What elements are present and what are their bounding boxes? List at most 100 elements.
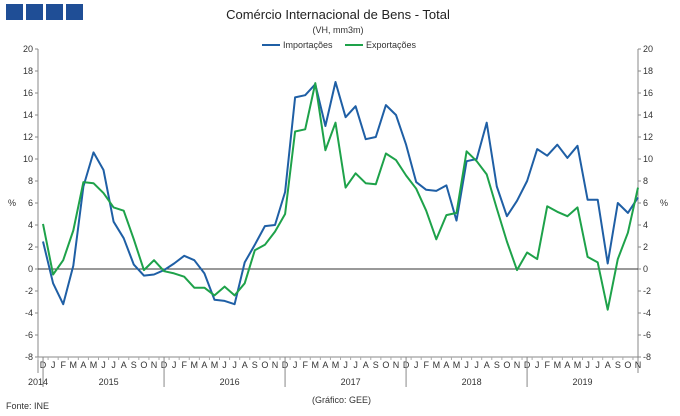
x-tick-label: J	[343, 360, 348, 370]
x-tick-label: J	[595, 360, 600, 370]
y-tick-label-right: 18	[643, 66, 653, 76]
x-tick-label: A	[121, 360, 127, 370]
x-tick-label: S	[494, 360, 500, 370]
x-tick-label: A	[564, 360, 570, 370]
year-label: 2015	[99, 377, 119, 387]
y-tick-label-right: -4	[643, 308, 651, 318]
x-tick-label: J	[111, 360, 116, 370]
y-tick-label-left: -6	[25, 330, 33, 340]
y-tick-label-left: 20	[23, 44, 33, 54]
axes: -8 -8 -6 -6 -4 -4 -2 -2 0 0 2 2 4 4 6 6 8 8 10 10 12 12 14 14 16…	[8, 44, 668, 387]
y-tick-label-left: 4	[28, 220, 33, 230]
source-note: Fonte: INE	[6, 401, 50, 411]
logo-square	[6, 4, 23, 20]
y-tick-label-right: 20	[643, 44, 653, 54]
x-tick-label: A	[443, 360, 449, 370]
x-tick-label: M	[453, 360, 461, 370]
year-label: 2017	[341, 377, 361, 387]
x-tick-label: O	[382, 360, 389, 370]
y-tick-label-left: 18	[23, 66, 33, 76]
x-tick-label: A	[484, 360, 490, 370]
y-tick-label-right: 8	[643, 176, 648, 186]
x-tick-label: M	[90, 360, 98, 370]
x-tick-label: F	[423, 360, 429, 370]
x-tick-label: M	[554, 360, 562, 370]
x-tick-label: M	[574, 360, 582, 370]
x-tick-label: N	[393, 360, 400, 370]
logo-square	[46, 4, 63, 20]
logo-square	[66, 4, 83, 20]
y-tick-label-left: -4	[25, 308, 33, 318]
x-tick-label: J	[414, 360, 419, 370]
year-label: 2014	[28, 377, 48, 387]
x-tick-label: J	[51, 360, 56, 370]
y-tick-label-right: 6	[643, 198, 648, 208]
x-tick-label: J	[222, 360, 227, 370]
y-tick-label-left: 12	[23, 132, 33, 142]
x-tick-label: F	[544, 360, 550, 370]
x-tick-label: M	[312, 360, 320, 370]
credit-note: (Gráfico: GEE)	[312, 395, 372, 405]
x-tick-label: J	[353, 360, 358, 370]
x-tick-label: S	[373, 360, 379, 370]
x-tick-label: F	[60, 360, 66, 370]
y-tick-label-right: 10	[643, 154, 653, 164]
x-tick-label: J	[172, 360, 177, 370]
series-lines	[42, 81, 639, 311]
x-tick-label: N	[272, 360, 279, 370]
x-tick-label: M	[70, 360, 78, 370]
ine-logo	[6, 4, 83, 20]
x-tick-label: M	[211, 360, 219, 370]
y-tick-label-left: 6	[28, 198, 33, 208]
y-tick-label-right: 4	[643, 220, 648, 230]
chart-title: Comércio Internacional de Bens - Total	[226, 7, 450, 22]
x-tick-label: O	[503, 360, 510, 370]
y-tick-label-right: 0	[643, 264, 648, 274]
x-tick-label: M	[433, 360, 441, 370]
x-tick-label: J	[585, 360, 590, 370]
y-tick-label-right: 16	[643, 88, 653, 98]
x-tick-label: S	[615, 360, 621, 370]
x-tick-label: A	[322, 360, 328, 370]
y-tick-label-left: 0	[28, 264, 33, 274]
y-tick-label-left: 2	[28, 242, 33, 252]
x-tick-label: J	[474, 360, 479, 370]
x-tick-label: M	[332, 360, 340, 370]
y-axis-label-right: %	[660, 198, 668, 208]
y-tick-label-right: -2	[643, 286, 651, 296]
x-tick-label: F	[181, 360, 187, 370]
x-tick-label: O	[624, 360, 631, 370]
y-tick-label-right: 14	[643, 110, 653, 120]
series-line-exportacoes	[42, 82, 639, 311]
y-tick-label-right: 2	[643, 242, 648, 252]
x-tick-label: M	[191, 360, 199, 370]
x-tick-label: J	[535, 360, 540, 370]
y-tick-label-right: 12	[643, 132, 653, 142]
x-tick-label: N	[635, 360, 642, 370]
x-tick-label: A	[80, 360, 86, 370]
y-tick-label-left: 16	[23, 88, 33, 98]
legend-label: Exportações	[366, 40, 417, 50]
x-tick-label: J	[293, 360, 298, 370]
x-tick-label: S	[131, 360, 137, 370]
x-tick-label: A	[242, 360, 248, 370]
y-tick-label-left: 10	[23, 154, 33, 164]
y-tick-label-left: 8	[28, 176, 33, 186]
x-tick-label: A	[363, 360, 369, 370]
x-tick-label: A	[605, 360, 611, 370]
y-axis-label-left: %	[8, 198, 16, 208]
x-tick-label: N	[151, 360, 158, 370]
y-tick-label-left: 14	[23, 110, 33, 120]
y-tick-label-right: -6	[643, 330, 651, 340]
x-tick-label: S	[252, 360, 258, 370]
logo-square	[26, 4, 43, 20]
y-tick-label-right: -8	[643, 352, 651, 362]
year-label: 2016	[220, 377, 240, 387]
legend-label: Importações	[283, 40, 333, 50]
year-label: 2019	[573, 377, 593, 387]
x-tick-label: F	[302, 360, 308, 370]
year-label: 2018	[462, 377, 482, 387]
chart-subtitle: (VH, mm3m)	[313, 25, 364, 35]
x-tick-label: N	[514, 360, 521, 370]
chart-legend: Importações Exportações	[262, 40, 417, 50]
